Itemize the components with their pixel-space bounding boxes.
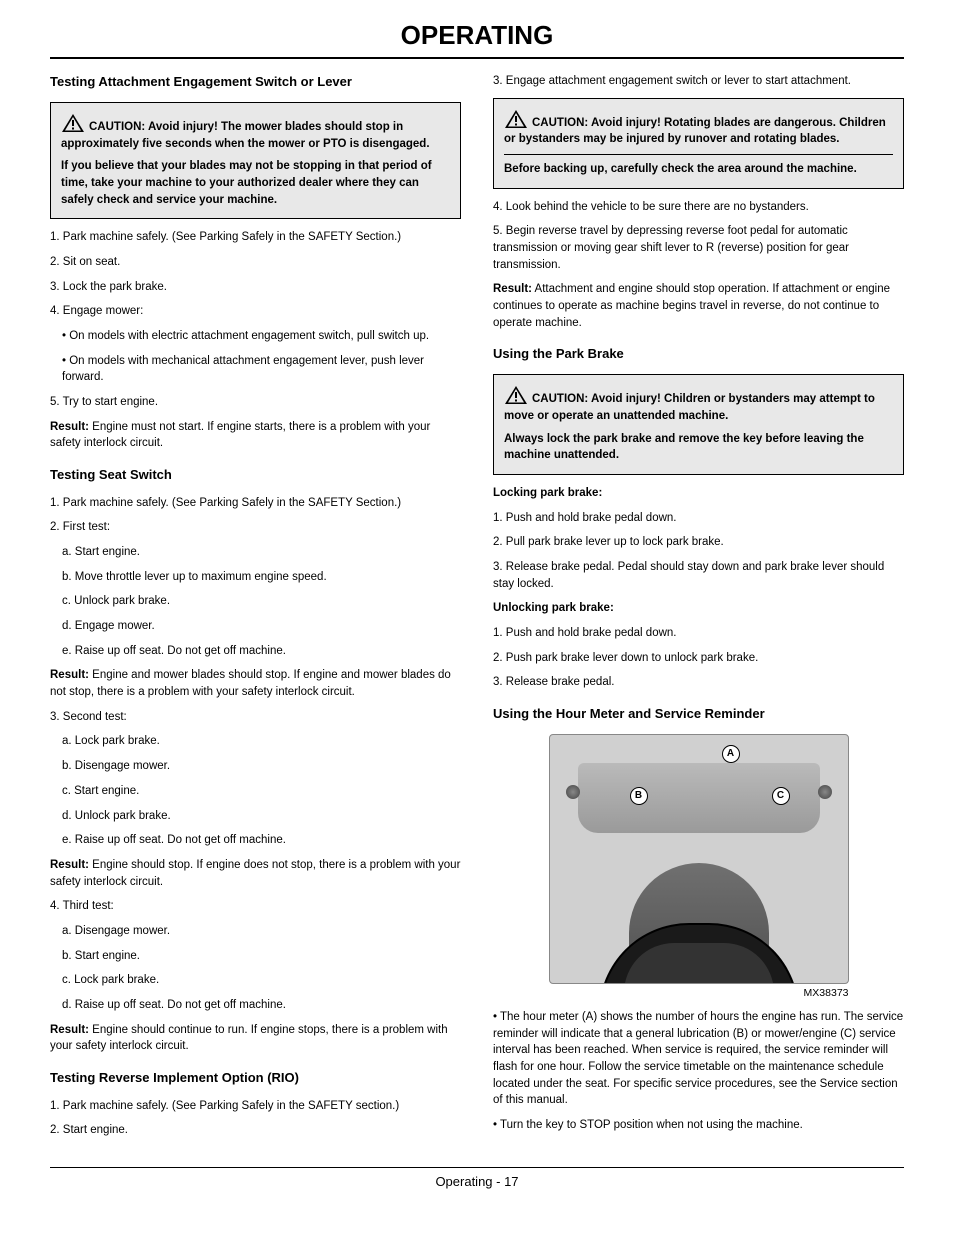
- step: 3. Release brake pedal. Pedal should sta…: [493, 559, 904, 592]
- caution-text-3b: Always lock the park brake and remove th…: [504, 431, 893, 464]
- caution-text-1a: CAUTION: Avoid injury! The mower blades …: [61, 121, 430, 150]
- heading-park-brake: Using the Park Brake: [493, 345, 904, 364]
- bullet: • On models with electric attachment eng…: [50, 328, 461, 345]
- substep: c. Unlock park brake.: [50, 593, 461, 610]
- substep: d. Engage mower.: [50, 618, 461, 635]
- caution-box-3: CAUTION: Avoid injury! Children or bysta…: [493, 374, 904, 475]
- result: Result: Engine must not start. If engine…: [50, 419, 461, 452]
- caution-icon: [61, 113, 85, 133]
- callout-a: A: [722, 745, 740, 763]
- caution-divider: [504, 154, 893, 155]
- substep: b. Start engine.: [50, 948, 461, 965]
- substep: b. Disengage mower.: [50, 758, 461, 775]
- result: Result: Engine should continue to run. I…: [50, 1022, 461, 1055]
- substep: e. Raise up off seat. Do not get off mac…: [50, 643, 461, 660]
- step: 3. Release brake pedal.: [493, 674, 904, 691]
- subheading-locking: Locking park brake:: [493, 485, 904, 502]
- caution-text-2b: Before backing up, carefully check the a…: [504, 161, 893, 178]
- substep: e. Raise up off seat. Do not get off mac…: [50, 832, 461, 849]
- step: 2. Sit on seat.: [50, 254, 461, 271]
- heading-attachment-switch: Testing Attachment Engagement Switch or …: [50, 73, 461, 92]
- step: 1. Park machine safely. (See Parking Saf…: [50, 495, 461, 512]
- step: 4. Third test:: [50, 898, 461, 915]
- step: 2. Push park brake lever down to unlock …: [493, 650, 904, 667]
- callout-b: B: [630, 787, 648, 805]
- result: Result: Attachment and engine should sto…: [493, 281, 904, 331]
- substep: d. Raise up off seat. Do not get off mac…: [50, 997, 461, 1014]
- caution-icon: [504, 109, 528, 129]
- figure-knob: [818, 785, 832, 799]
- page-title: OPERATING: [50, 20, 904, 51]
- figure-caption: MX38373: [549, 986, 849, 1001]
- substep: b. Move throttle lever up to maximum eng…: [50, 569, 461, 586]
- step: 2. First test:: [50, 519, 461, 536]
- step: 4. Look behind the vehicle to be sure th…: [493, 199, 904, 216]
- rule-top: [50, 57, 904, 59]
- caution-text-2a: CAUTION: Avoid injury! Rotating blades a…: [504, 117, 886, 146]
- bullet: • The hour meter (A) shows the number of…: [493, 1009, 904, 1109]
- heading-rio: Testing Reverse Implement Option (RIO): [50, 1069, 461, 1088]
- step: 1. Push and hold brake pedal down.: [493, 510, 904, 527]
- right-column: 3. Engage attachment engagement switch o…: [493, 73, 904, 1147]
- step: 2. Pull park brake lever up to lock park…: [493, 534, 904, 551]
- step: 2. Start engine.: [50, 1122, 461, 1139]
- caution-box-2: CAUTION: Avoid injury! Rotating blades a…: [493, 98, 904, 189]
- caution-text-3a: CAUTION: Avoid injury! Children or bysta…: [504, 393, 875, 422]
- step: 1. Park machine safely. (See Parking Saf…: [50, 229, 461, 246]
- callout-c: C: [772, 787, 790, 805]
- page-footer: Operating - 17: [50, 1174, 904, 1189]
- step: 3. Second test:: [50, 709, 461, 726]
- caution-icon: [504, 385, 528, 405]
- step: 1. Park machine safely. (See Parking Saf…: [50, 1098, 461, 1115]
- step: 3. Engage attachment engagement switch o…: [493, 73, 904, 90]
- figure-hour-meter: A B C: [549, 734, 849, 984]
- subheading-unlocking: Unlocking park brake:: [493, 600, 904, 617]
- bullet: • On models with mechanical attachment e…: [50, 353, 461, 386]
- two-column-layout: Testing Attachment Engagement Switch or …: [50, 73, 904, 1147]
- rule-bottom: [50, 1167, 904, 1168]
- figure-knob: [566, 785, 580, 799]
- heading-hour-meter: Using the Hour Meter and Service Reminde…: [493, 705, 904, 724]
- heading-seat-switch: Testing Seat Switch: [50, 466, 461, 485]
- substep: a. Disengage mower.: [50, 923, 461, 940]
- step: 5. Begin reverse travel by depressing re…: [493, 223, 904, 273]
- left-column: Testing Attachment Engagement Switch or …: [50, 73, 461, 1147]
- caution-text-1b: If you believe that your blades may not …: [61, 158, 450, 208]
- substep: a. Start engine.: [50, 544, 461, 561]
- caution-box-1: CAUTION: Avoid injury! The mower blades …: [50, 102, 461, 219]
- result: Result: Engine and mower blades should s…: [50, 667, 461, 700]
- step: 3. Lock the park brake.: [50, 279, 461, 296]
- substep: a. Lock park brake.: [50, 733, 461, 750]
- substep: c. Lock park brake.: [50, 972, 461, 989]
- bullet: • Turn the key to STOP position when not…: [493, 1117, 904, 1134]
- substep: c. Start engine.: [50, 783, 461, 800]
- substep: d. Unlock park brake.: [50, 808, 461, 825]
- step: 1. Push and hold brake pedal down.: [493, 625, 904, 642]
- step: 4. Engage mower:: [50, 303, 461, 320]
- result: Result: Engine should stop. If engine do…: [50, 857, 461, 890]
- step: 5. Try to start engine.: [50, 394, 461, 411]
